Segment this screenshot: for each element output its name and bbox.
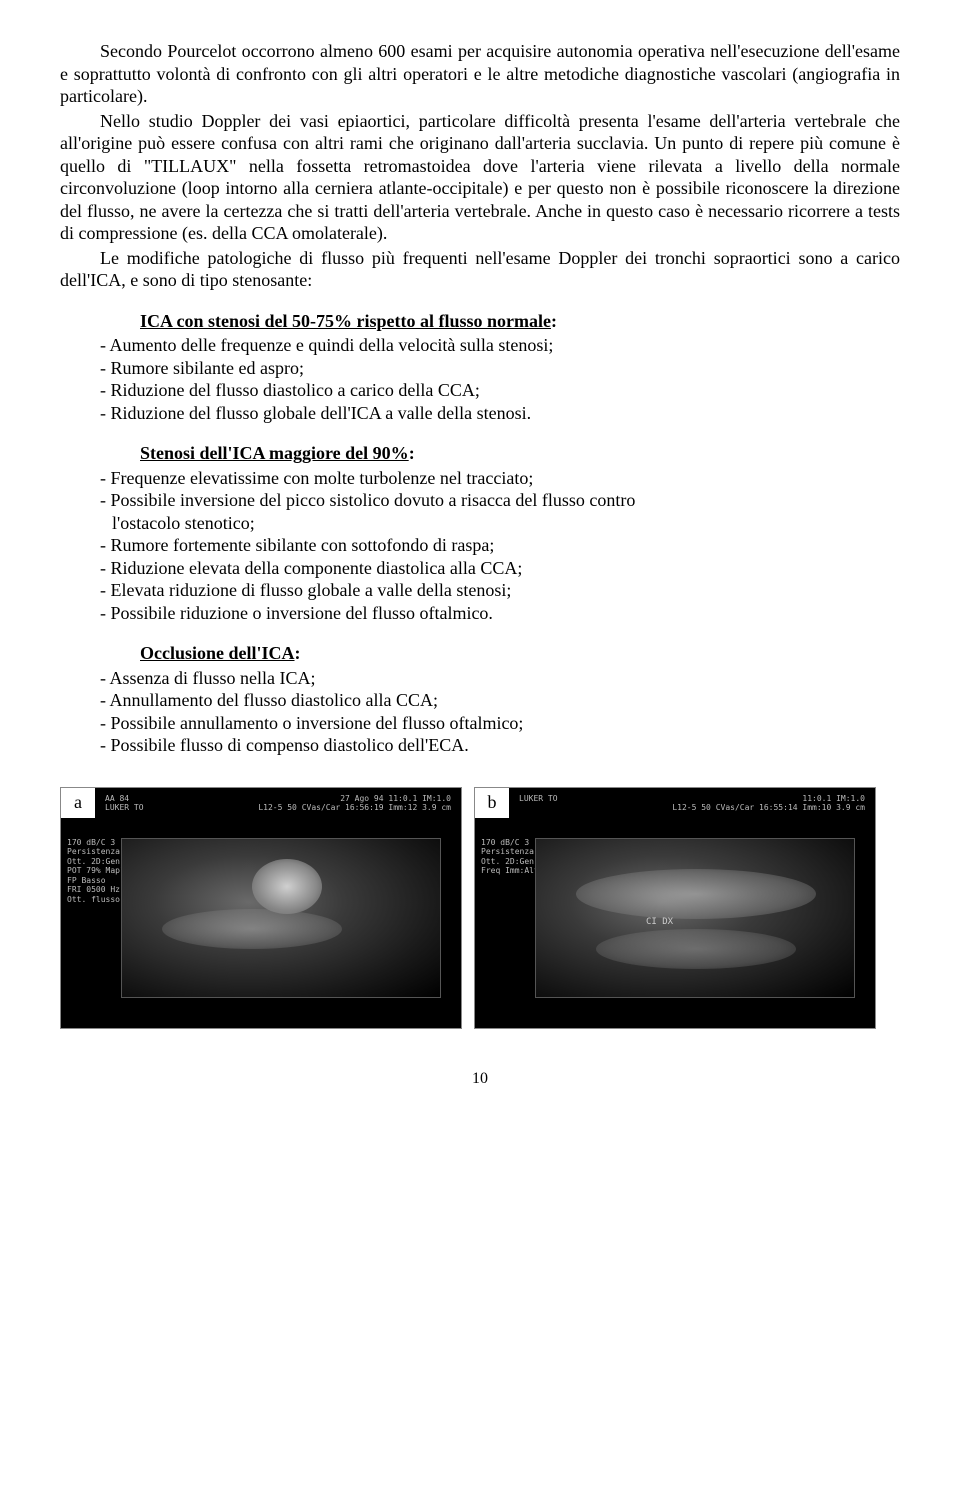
section1-heading: ICA con stenosi del 50-75% rispetto al f…: [60, 310, 900, 333]
section2-list: - Frequenze elevatissime con molte turbo…: [100, 467, 900, 625]
list-item: - Riduzione del flusso globale dell'ICA …: [100, 402, 900, 425]
section2-heading: Stenosi dell'ICA maggiore del 90%:: [60, 442, 900, 465]
paragraph-2: Nello studio Doppler dei vasi epiaortici…: [60, 110, 900, 245]
ultrasound-blob: [162, 909, 342, 949]
section1-list: - Aumento delle frequenze e quindi della…: [100, 334, 900, 424]
list-item: - Possibile inversione del picco sistoli…: [100, 489, 900, 512]
paragraph-3: Le modifiche patologiche di flusso più f…: [60, 247, 900, 292]
meta-top-left-a: AA 84 LUKER TO: [105, 794, 144, 813]
list-item: - Possibile riduzione o inversione del f…: [100, 602, 900, 625]
list-item: - Elevata riduzione di flusso globale a …: [100, 579, 900, 602]
image-label-b: b: [475, 788, 510, 819]
list-item: - Aumento delle frequenze e quindi della…: [100, 334, 900, 357]
section1-heading-prefix: ICA con stenosi del 50-75%: [140, 311, 352, 331]
list-item-cont: l'ostacolo stenotico;: [112, 512, 900, 535]
para1-text: Secondo Pourcelot occorrono almeno 600 e…: [60, 41, 900, 106]
meta-tr1-a: 27 Ago 94 11:0.1 IM:1.0: [258, 794, 451, 804]
ultrasound-image-b: b LUKER TO 11:0.1 IM:1.0 L12-5 50 CVas/C…: [474, 787, 876, 1029]
ultrasound-images-row: a AA 84 LUKER TO 27 Ago 94 11:0.1 IM:1.0…: [60, 787, 900, 1029]
list-item: - Rumore sibilante ed aspro;: [100, 357, 900, 380]
ultrasound-image-a: a AA 84 LUKER TO 27 Ago 94 11:0.1 IM:1.0…: [60, 787, 462, 1029]
scan-area-a: [121, 838, 441, 998]
para3-text: Le modifiche patologiche di flusso più f…: [60, 248, 900, 291]
image-label-a: a: [61, 788, 96, 819]
meta-tl2-a: AA 84: [105, 794, 144, 804]
list-item: - Frequenze elevatissime con molte turbo…: [100, 467, 900, 490]
list-item: - Riduzione elevata della componente dia…: [100, 557, 900, 580]
list-item: - Annullamento del flusso diastolico all…: [100, 689, 900, 712]
list-item: - Riduzione del flusso diastolico a cari…: [100, 379, 900, 402]
section3-list: - Assenza di flusso nella ICA; - Annulla…: [100, 667, 900, 757]
section2-heading-text: Stenosi dell'ICA maggiore del 90%: [140, 443, 409, 463]
center-label-b: CI DX: [646, 917, 673, 928]
list-item: - Rumore fortemente sibilante con sottof…: [100, 534, 900, 557]
scan-area-b: CI DX: [535, 838, 855, 998]
list-item: - Possibile flusso di compenso diastolic…: [100, 734, 900, 757]
paragraph-1: Secondo Pourcelot occorrono almeno 600 e…: [60, 40, 900, 108]
meta-top-right-b: 11:0.1 IM:1.0 L12-5 50 CVas/Car 16:55:14…: [672, 794, 865, 813]
meta-tr2-b: L12-5 50 CVas/Car 16:55:14 Imm:10 3.9 cm: [672, 803, 865, 813]
meta-tl1-b: LUKER TO: [519, 794, 558, 804]
ultrasound-blob: [252, 859, 322, 914]
meta-tr1-b: 11:0.1 IM:1.0: [672, 794, 865, 804]
meta-tl1-a: LUKER TO: [105, 803, 144, 813]
list-item: - Possibile annullamento o inversione de…: [100, 712, 900, 735]
section3-heading: Occlusione dell'ICA:: [60, 642, 900, 665]
section1-heading-suffix: rispetto al flusso normale: [352, 311, 551, 331]
section3-heading-text: Occlusione dell'ICA: [140, 643, 295, 663]
meta-top-right-a: 27 Ago 94 11:0.1 IM:1.0 L12-5 50 CVas/Ca…: [258, 794, 451, 813]
meta-top-left-b: LUKER TO: [519, 794, 558, 804]
ultrasound-blob: [596, 929, 796, 969]
ultrasound-blob: [576, 869, 816, 919]
meta-tr2-a: L12-5 50 CVas/Car 16:56:19 Imm:12 3.9 cm: [258, 803, 451, 813]
page-number: 10: [60, 1069, 900, 1089]
para2-text: Nello studio Doppler dei vasi epiaortici…: [60, 111, 900, 244]
list-item: - Assenza di flusso nella ICA;: [100, 667, 900, 690]
